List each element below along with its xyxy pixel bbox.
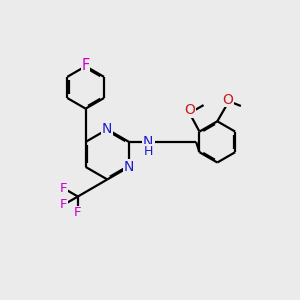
Text: N: N <box>143 135 153 149</box>
Text: O: O <box>184 103 195 117</box>
Text: F: F <box>82 58 90 73</box>
Text: F: F <box>60 198 68 211</box>
Text: F: F <box>74 206 82 219</box>
Text: N: N <box>102 122 112 136</box>
Text: O: O <box>223 92 233 106</box>
Text: H: H <box>143 145 153 158</box>
Text: N: N <box>124 160 134 174</box>
Text: F: F <box>60 182 68 195</box>
